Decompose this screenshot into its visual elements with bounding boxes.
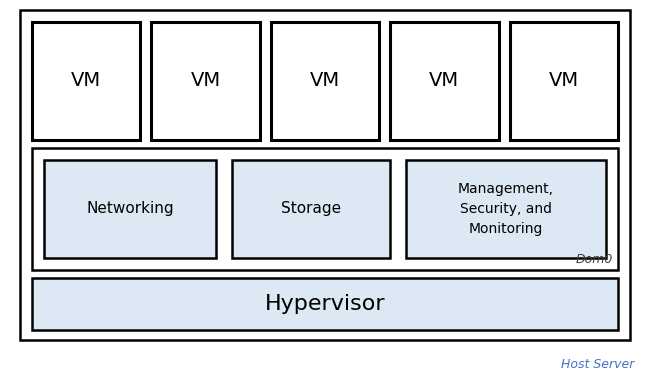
Text: Storage: Storage bbox=[281, 202, 341, 216]
Bar bbox=[406, 160, 606, 258]
Bar bbox=[151, 22, 260, 140]
Text: VM: VM bbox=[71, 72, 101, 91]
Bar bbox=[32, 22, 141, 140]
Text: Host Server: Host Server bbox=[560, 358, 634, 371]
Text: Networking: Networking bbox=[86, 202, 174, 216]
Bar bbox=[390, 22, 498, 140]
Bar bbox=[20, 10, 630, 340]
Bar bbox=[271, 22, 379, 140]
Text: VM: VM bbox=[549, 72, 579, 91]
Text: Dom0: Dom0 bbox=[576, 253, 613, 266]
Text: VM: VM bbox=[190, 72, 220, 91]
Bar bbox=[32, 148, 618, 270]
Bar bbox=[44, 160, 216, 258]
Text: Management,
Security, and
Monitoring: Management, Security, and Monitoring bbox=[458, 183, 554, 235]
Bar bbox=[32, 278, 618, 330]
Text: Hypervisor: Hypervisor bbox=[265, 294, 385, 314]
Text: VM: VM bbox=[310, 72, 340, 91]
Bar bbox=[232, 160, 390, 258]
Bar bbox=[509, 22, 618, 140]
Text: VM: VM bbox=[429, 72, 460, 91]
